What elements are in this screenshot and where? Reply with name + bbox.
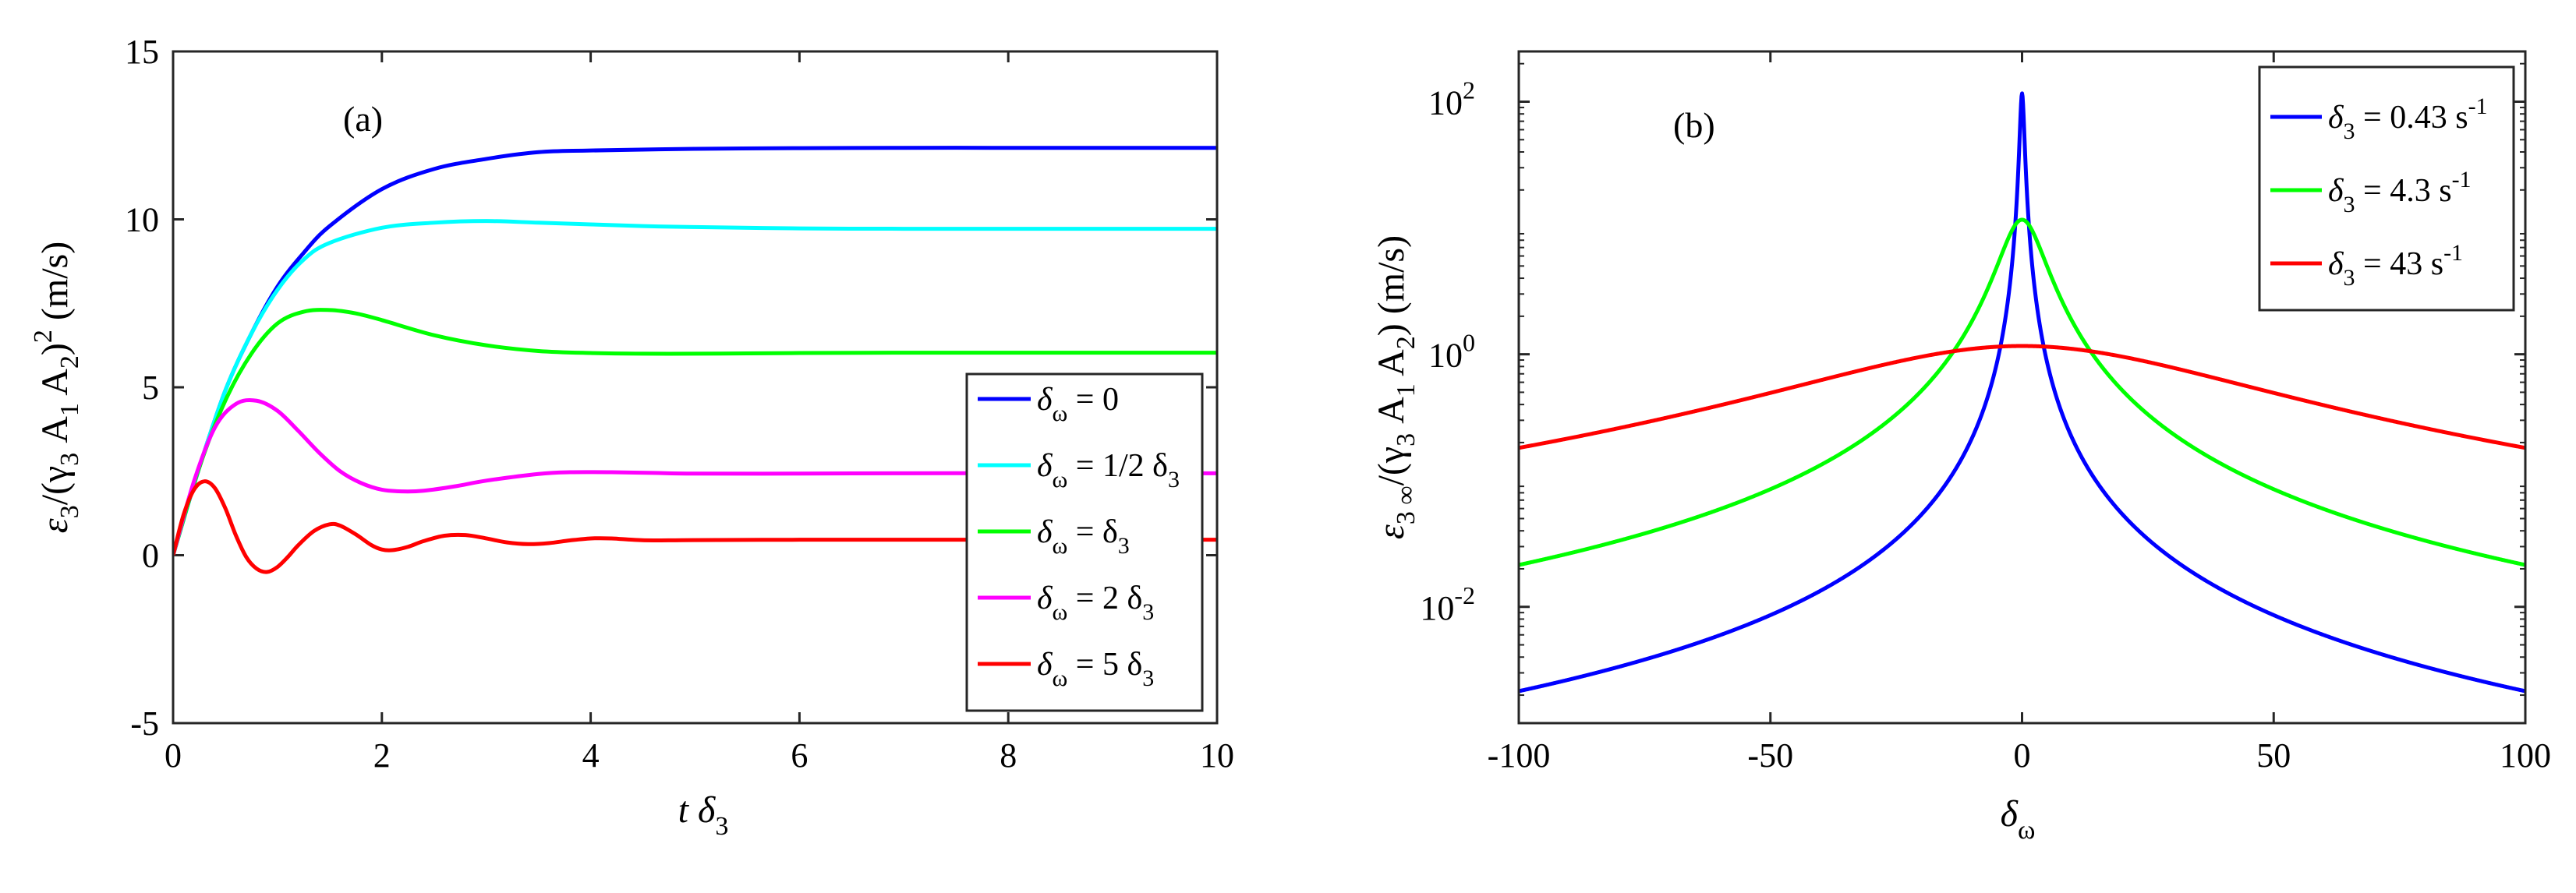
chart-a-ylabel-eps: ε (34, 518, 76, 533)
chart-b-legend-label: δ3 = 43 s-1 (2328, 240, 2463, 291)
chart-a-xtick-label: 0 (165, 736, 182, 775)
chart-a-legend-label: δω = 1/2 δ3 (1037, 448, 1180, 492)
chart-a-legend-label: δω = 0 (1037, 382, 1119, 426)
chart-b-series-line-3 (1519, 344, 2525, 450)
chart-a-ytick-label: 10 (125, 201, 159, 239)
chart-b-xtick-label: 50 (2256, 736, 2291, 775)
chart-b-xtick-label: -100 (1488, 736, 1551, 775)
chart-b-xlabel-base: δ (2001, 793, 2019, 835)
chart-a-ylabel-a1-sub: 1 (55, 403, 84, 416)
chart-a-xtick-label: 4 (582, 736, 600, 775)
chart-b-ylabel-a2: A (1371, 349, 1412, 383)
chart-a-panel-label: (a) (343, 99, 383, 139)
chart-b-ylabel-a2-sub: 2 (1392, 336, 1421, 349)
chart-b-ylabel-a1-sub: 1 (1392, 383, 1421, 397)
chart-b-xtick-label: 100 (2500, 736, 2551, 775)
chart-b-legend-label: δ3 = 4.3 s-1 (2328, 167, 2472, 217)
chart-a-xtick-label: 10 (1200, 736, 1234, 775)
chart-a-ylabel-slash: /(γ (34, 466, 76, 506)
chart-a-series-line-5 (173, 479, 1217, 574)
chart-a-ytick-label: 15 (125, 33, 159, 71)
chart-b-ylabel: ε3 ∞/(γ3 A1 A2) (m/s) (1371, 235, 1421, 539)
chart-a-series-line-3 (173, 308, 1217, 556)
chart-a-ylabel-units: (m/s) (34, 242, 76, 330)
chart-b-ytick-label: 100 (1428, 329, 1475, 375)
chart-b-ylabel-units: (m/s) (1371, 235, 1412, 323)
chart-b-ylabel-eps: ε (1371, 524, 1412, 539)
chart-a-ylabel-g-sub: 3 (55, 453, 84, 466)
chart-a-series (173, 146, 1217, 574)
chart-a-ytick-label: 5 (142, 369, 159, 407)
chart-a-frame (172, 50, 1219, 725)
chart-b-legend-items: δ3 = 0.43 s-1 δ3 = 4.3 s-1 δ3 = 43 s-1 (2270, 94, 2488, 291)
chart-a-xlabel-sub: 3 (715, 812, 728, 841)
chart-b-series (1519, 91, 2525, 694)
chart-a-ytick-label: 0 (142, 537, 159, 575)
chart-a-legend-label: δω = 2 δ3 (1037, 581, 1154, 625)
chart-b-ylabel-slash: /(γ (1371, 446, 1412, 486)
chart-a-legend-box (965, 372, 1204, 712)
chart-b-frame (1517, 50, 2527, 725)
chart-b-tick-labels: -100 -50 0 50 100 10-2 100 102 (1420, 76, 2551, 775)
chart-a-ylabel-a1: A (34, 416, 76, 453)
chart-b-ylabel-g-sub: 3 (1392, 433, 1421, 446)
chart-b-xtick-label: 0 (2014, 736, 2031, 775)
chart-a-series-line-4 (173, 397, 1217, 556)
chart-a-ytick-label: -5 (130, 704, 159, 743)
chart-b-series-line-1 (1519, 91, 2525, 694)
chart-a-legend: δω = 0 δω = 1/2 δ3 δω = δ3 δω = 2 δ3 δω = 5 … (965, 372, 1204, 712)
chart-a-xtick-label: 8 (1000, 736, 1017, 775)
chart-a-ylabel-eps-sub: 3 (55, 505, 84, 518)
chart-b-ylabel-close: ) (1371, 323, 1412, 336)
chart-a-xtick-label: 2 (373, 736, 391, 775)
chart-a-series-line-2 (173, 219, 1217, 556)
chart-a-xlabel-base: t δ (678, 789, 716, 831)
chart-b-legend-label: δ3 = 0.43 s-1 (2328, 94, 2488, 144)
chart-a-ylabel-a2: A (34, 369, 76, 403)
chart-a-ylabel-close: ) (34, 343, 76, 355)
chart-a-ylabel-a2-sub: 2 (55, 355, 84, 369)
chart-a-legend-items: δω = 0 δω = 1/2 δ3 δω = δ3 δω = 2 δ3 δω = 5 … (978, 382, 1180, 691)
chart-a-xlabel: t δ3 (678, 789, 729, 841)
chart-b-ylabel-eps-sub: 3 ∞ (1392, 485, 1421, 524)
chart-b-ylabel-a1: A (1371, 397, 1412, 433)
chart-b-ytick-label: 10-2 (1420, 581, 1475, 627)
chart-a-xtick-label: 6 (791, 736, 808, 775)
chart-a-ylabel: ε3/(γ3 A1 A2)2 (m/s) (29, 242, 84, 533)
chart-b-legend: δ3 = 0.43 s-1 δ3 = 4.3 s-1 δ3 = 43 s-1 (2258, 65, 2515, 312)
chart-b-xlabel-sub: ω (2018, 816, 2035, 845)
chart-a-ylabel-sup: 2 (29, 330, 58, 343)
chart-a-legend-label: δω = δ3 (1037, 514, 1130, 559)
chart-b-xtick-label: -50 (1747, 736, 1793, 775)
chart-a-legend-label: δω = 5 δ3 (1037, 647, 1154, 691)
chart-b-panel-label: (b) (1673, 105, 1715, 145)
chart-b-ytick-label: 102 (1428, 76, 1475, 122)
chart-b-series-line-2 (1519, 217, 2525, 567)
chart-b-xlabel: δω (2001, 793, 2036, 845)
